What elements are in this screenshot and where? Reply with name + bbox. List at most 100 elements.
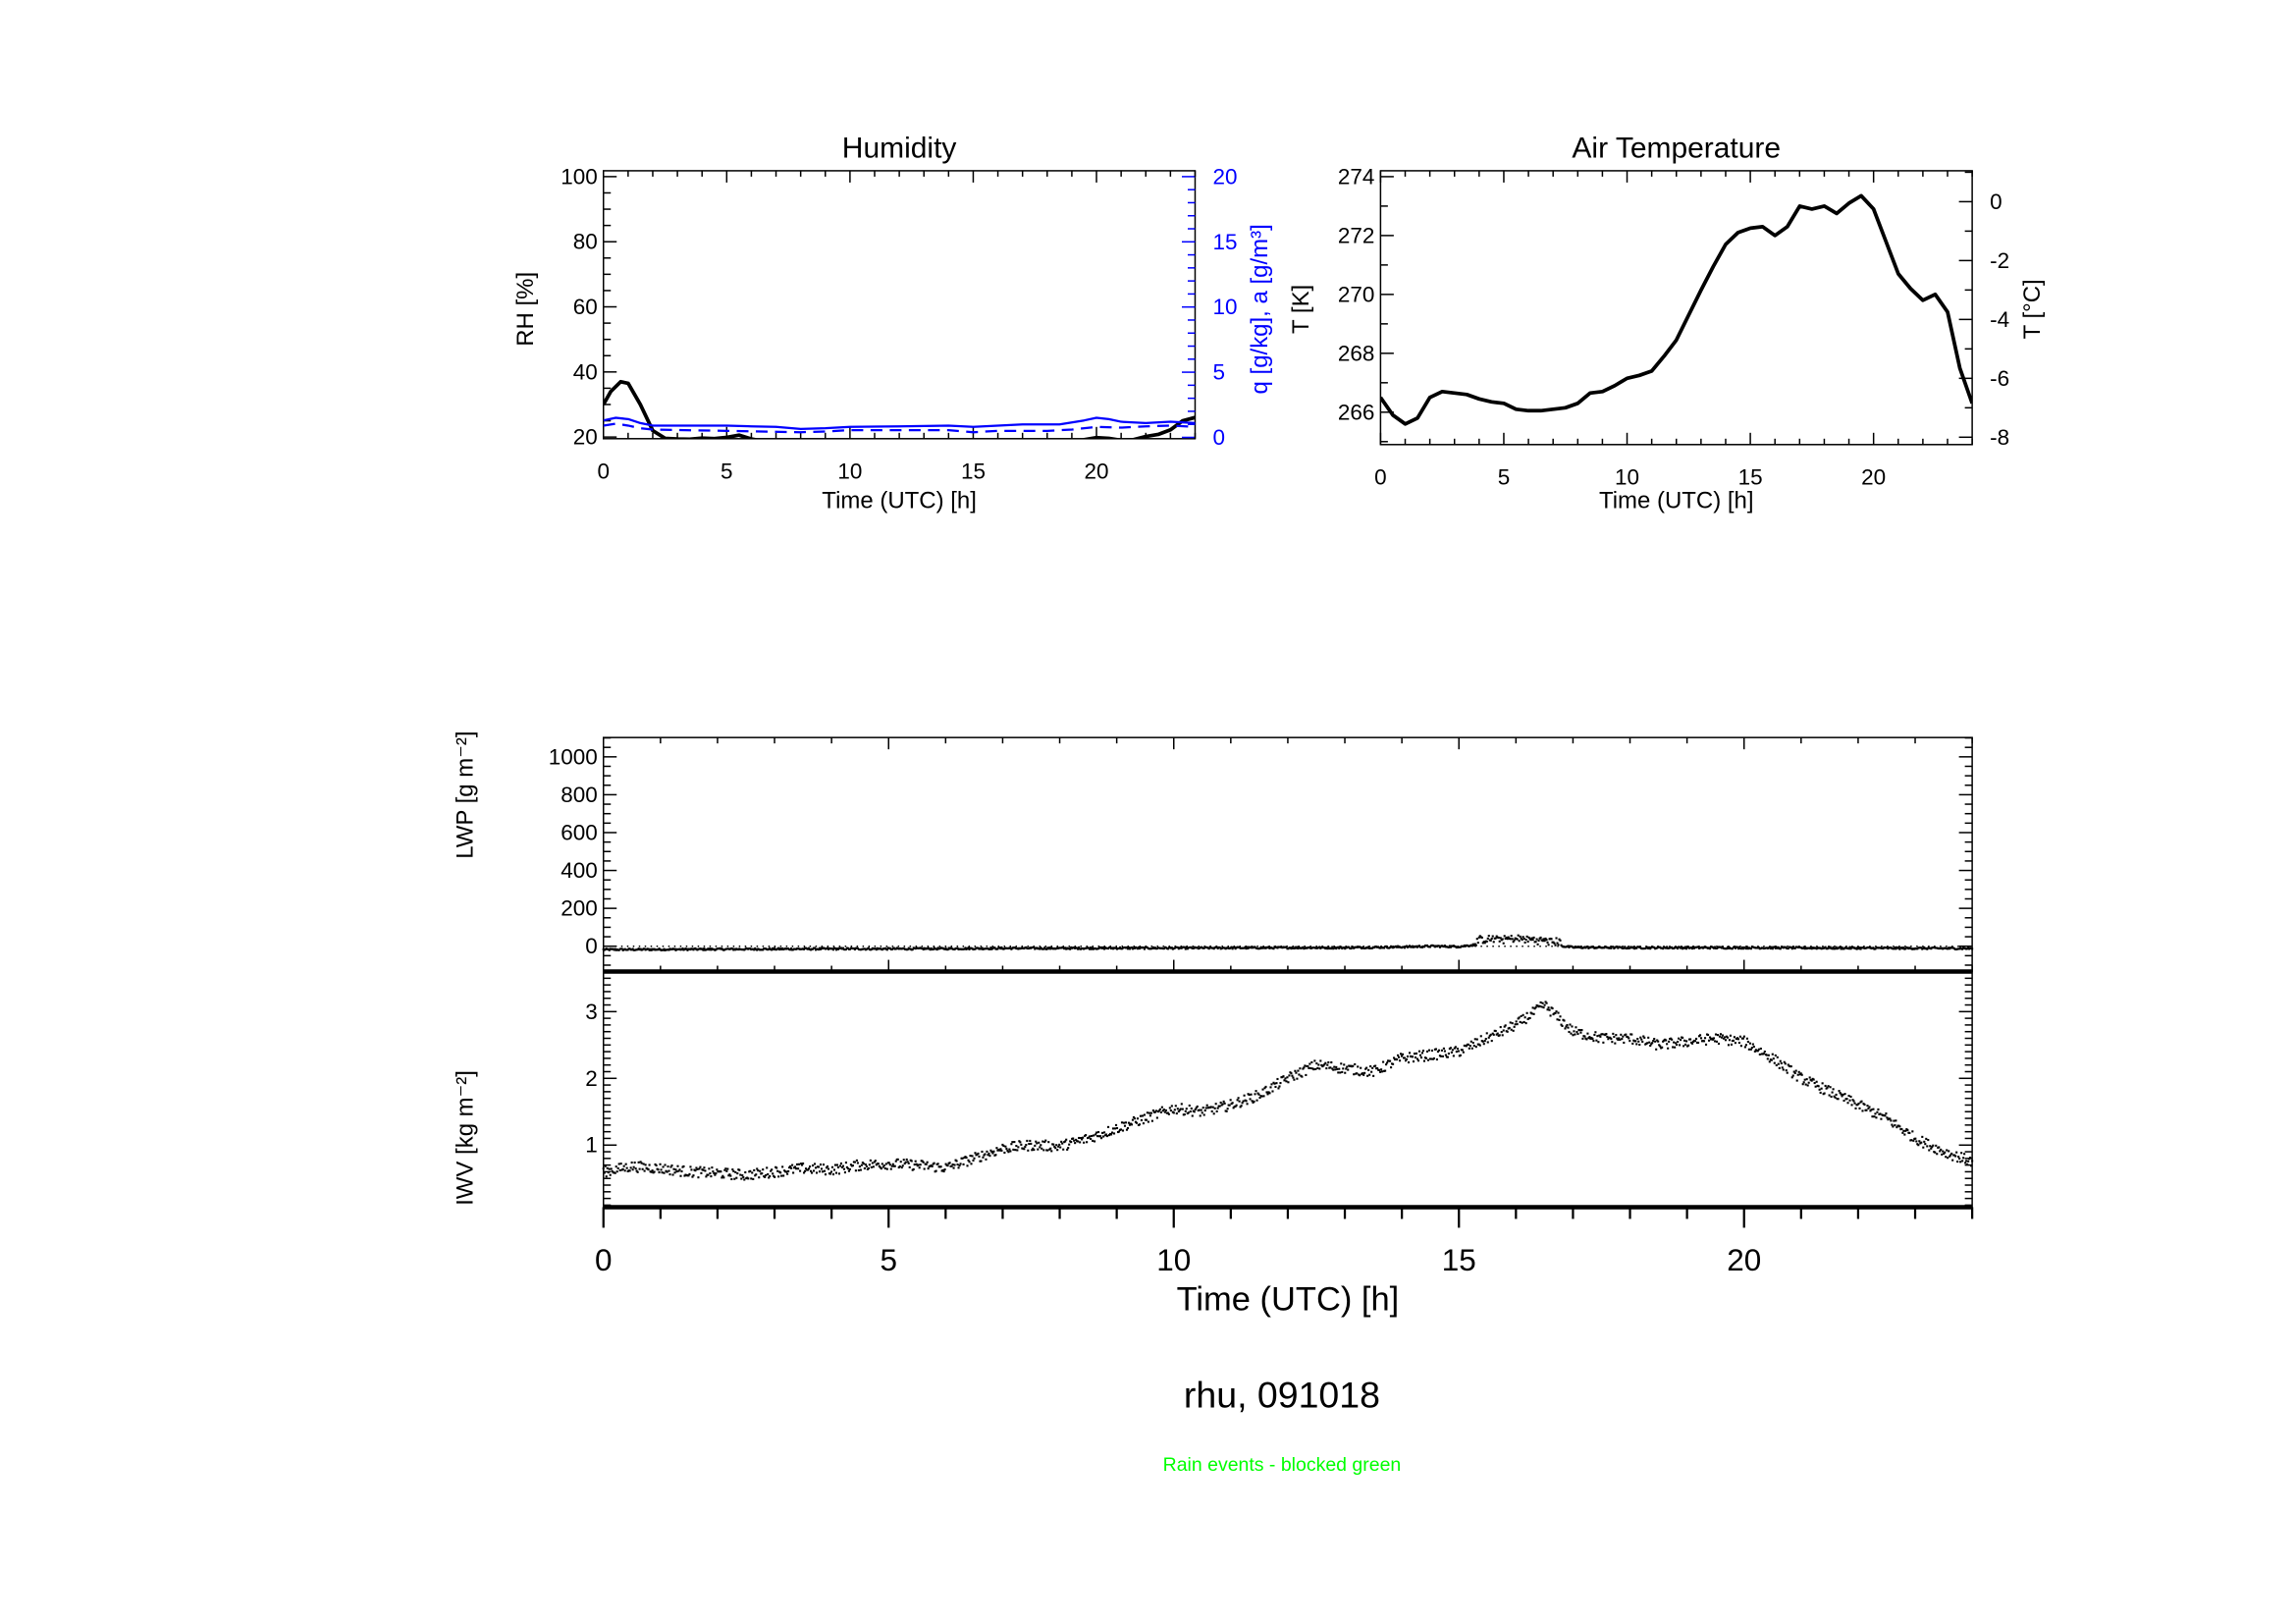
iwv-point	[1679, 1044, 1682, 1047]
iwv-point	[1964, 1162, 1967, 1164]
lwp-point	[1734, 947, 1736, 949]
iwv-point	[1912, 1139, 1915, 1142]
iwv-point	[1671, 1038, 1674, 1041]
iwv-point	[769, 1174, 772, 1178]
iwv-point	[749, 1169, 752, 1172]
iwv-point	[1966, 1163, 1969, 1165]
iwv-point	[1829, 1086, 1832, 1089]
iwv-point	[1140, 1118, 1143, 1122]
iwv-point	[647, 1168, 650, 1171]
lwp-point	[911, 948, 914, 951]
iwv-point	[1542, 1006, 1545, 1009]
lwp-point	[1473, 943, 1476, 946]
iwv-point	[1386, 1061, 1389, 1064]
iwv-point	[668, 1173, 671, 1176]
iwv-point	[720, 1170, 722, 1173]
iwv-point	[1939, 1150, 1942, 1153]
lwp-point	[1092, 947, 1095, 949]
lwp-point	[617, 948, 620, 951]
iwv-point	[1757, 1048, 1760, 1051]
iwv-point	[1422, 1059, 1426, 1062]
iwv-point	[980, 1160, 983, 1163]
lwp-point	[1858, 947, 1861, 949]
lwp-point	[1527, 936, 1530, 939]
iwv-point	[1389, 1059, 1392, 1062]
iwv-point	[849, 1163, 852, 1166]
iwv-point	[800, 1163, 803, 1165]
temperature-y-tick-label: 266	[1338, 400, 1375, 424]
lwp-point	[1477, 936, 1480, 939]
iwv-point	[1911, 1130, 1914, 1133]
iwv-point	[1429, 1057, 1432, 1060]
lwp-point	[1557, 944, 1560, 947]
iwv-point	[1803, 1078, 1806, 1081]
iwv-point	[942, 1170, 945, 1173]
iwv-point	[1187, 1111, 1190, 1114]
iwv-point	[1199, 1114, 1201, 1117]
iwv-x-tick-label: 5	[880, 1243, 897, 1277]
lwp-point	[1127, 946, 1131, 949]
iwv-point	[1276, 1077, 1279, 1081]
iwv-point	[1475, 1038, 1478, 1041]
lwp-point	[1470, 945, 1473, 947]
iwv-point	[1256, 1092, 1259, 1095]
iwv-point	[880, 1167, 882, 1170]
iwv-point	[931, 1164, 934, 1168]
iwv-point	[1079, 1141, 1082, 1144]
lwp-point	[1684, 946, 1687, 948]
iwv-point	[1646, 1042, 1649, 1045]
iwv-point	[1323, 1063, 1326, 1066]
temperature-x-tick-label: 5	[1498, 464, 1511, 489]
iwv-point	[1850, 1104, 1853, 1107]
iwv-point	[1286, 1076, 1289, 1079]
iwv-point	[1412, 1060, 1415, 1063]
lwp-point	[1882, 947, 1885, 950]
lwp-point	[1443, 945, 1446, 947]
iwv-point	[1054, 1147, 1057, 1150]
iwv-point	[709, 1172, 712, 1175]
lwp-point	[1218, 946, 1221, 949]
iwv-point	[1083, 1141, 1086, 1144]
lwp-point	[1547, 944, 1550, 947]
humidity-y2label: q [g/kg], a [g/m³]	[1247, 224, 1273, 394]
lwp-point	[1971, 947, 1974, 950]
iwv-point	[1879, 1112, 1882, 1115]
iwv-point	[1335, 1065, 1338, 1068]
iwv-point	[1088, 1136, 1091, 1139]
iwv-point	[1442, 1047, 1445, 1050]
lwp-point	[819, 947, 823, 950]
iwv-point	[1941, 1153, 1944, 1156]
lwp-point	[756, 948, 759, 951]
iwv-point	[1178, 1109, 1181, 1111]
iwv-point	[1500, 1031, 1503, 1034]
iwv-point	[1502, 1029, 1505, 1032]
iwv-point	[1774, 1054, 1777, 1056]
lwp-point	[1428, 946, 1432, 948]
iwv-point	[905, 1158, 908, 1161]
iwv-point	[1443, 1050, 1446, 1053]
lwp-point	[1741, 947, 1744, 950]
humidity-xlabel: Time (UTC) [h]	[822, 487, 977, 514]
iwv-point	[662, 1165, 665, 1168]
iwv-point	[1920, 1141, 1923, 1144]
lwp-point	[1712, 947, 1716, 949]
iwv-point	[1169, 1109, 1172, 1112]
iwv-point	[1563, 1019, 1566, 1022]
iwv-point	[1399, 1059, 1402, 1062]
iwv-point	[603, 1171, 606, 1174]
iwv-point	[655, 1163, 658, 1167]
lwp-point	[844, 947, 847, 950]
iwv-point	[1107, 1134, 1111, 1137]
iwv-point	[1877, 1108, 1880, 1110]
iwv-point	[1027, 1149, 1030, 1152]
iwv-point	[743, 1178, 746, 1181]
iwv-point	[1699, 1037, 1703, 1040]
iwv-point	[1225, 1109, 1228, 1112]
lwp-point	[1331, 946, 1334, 948]
iwv-point	[1528, 1016, 1531, 1019]
iwv-point	[1499, 1026, 1502, 1029]
iwv-point	[1770, 1058, 1773, 1061]
iwv-point	[757, 1169, 760, 1172]
lwp-point	[1040, 947, 1042, 949]
iwv-point	[780, 1174, 783, 1177]
